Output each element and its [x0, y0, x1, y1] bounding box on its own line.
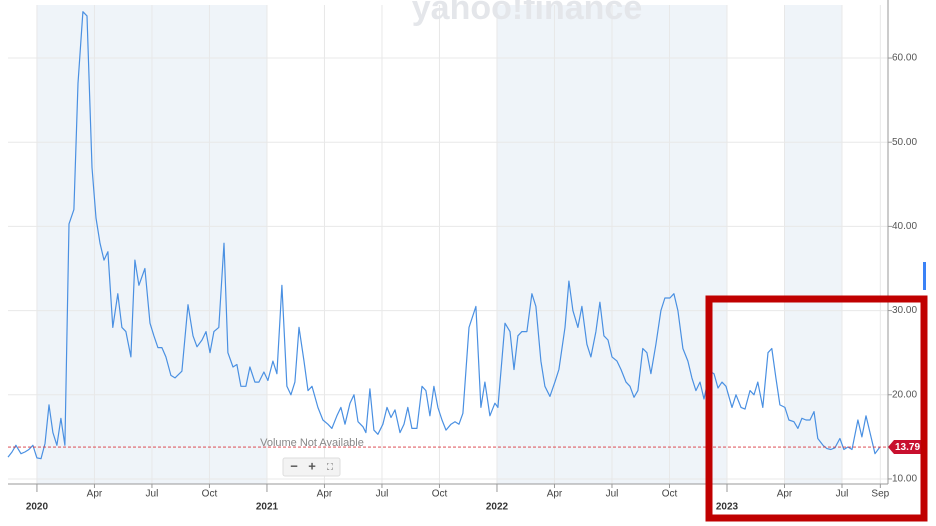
y-tick-label: 60.00	[892, 53, 917, 64]
x-tick-label: Apr	[547, 489, 563, 500]
x-year-label: 2021	[256, 502, 279, 513]
volume-note: Volume Not Available	[260, 437, 364, 449]
x-tick-label: Oct	[432, 489, 448, 500]
zoom-in[interactable]: +	[308, 458, 316, 473]
highlight-box	[705, 295, 928, 522]
zoom-reset[interactable]: ⛶	[326, 461, 334, 471]
y-tick-label: 30.00	[892, 305, 917, 316]
zoom-controls[interactable]: − + ⛶	[282, 457, 341, 477]
watermark: yahoo!finance	[412, 0, 642, 27]
x-tick-label: Oct	[662, 489, 678, 500]
y-tick-label: 40.00	[892, 221, 917, 232]
x-tick-label: Apr	[87, 489, 103, 500]
y-tick-label: 10.00	[892, 474, 917, 485]
x-tick-label: Jul	[606, 489, 619, 500]
x-tick-label: Jul	[146, 489, 159, 500]
x-year-label: 2022	[486, 502, 509, 513]
x-tick-label: Jul	[376, 489, 389, 500]
x-tick-label: Jul	[836, 489, 849, 500]
x-year-label: 2020	[26, 502, 49, 513]
x-tick-label: Oct	[202, 489, 218, 500]
zoom-box	[282, 457, 341, 477]
scroll-marker	[923, 262, 926, 290]
price-line	[7, 11, 881, 460]
y-tick-label: 50.00	[892, 137, 917, 148]
x-year-label: 2023	[716, 502, 739, 513]
last-price-label: 13.79	[895, 442, 920, 453]
x-tick-label: Apr	[777, 489, 793, 500]
x-tick-label: Sep	[871, 489, 889, 500]
y-tick-label: 20.00	[892, 389, 917, 400]
zoom-out[interactable]: −	[290, 458, 298, 473]
shaded-band	[784, 5, 842, 484]
grid	[8, 5, 888, 484]
x-tick-label: Apr	[317, 489, 333, 500]
last-price-tag	[888, 440, 924, 455]
